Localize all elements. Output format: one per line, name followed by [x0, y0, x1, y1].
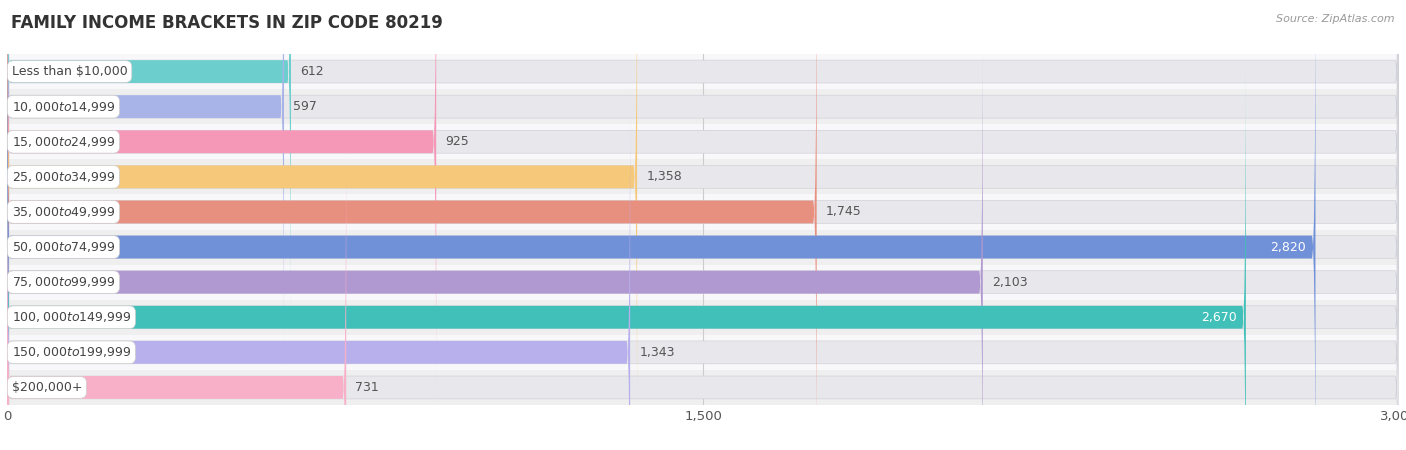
Text: $15,000 to $24,999: $15,000 to $24,999: [11, 135, 115, 149]
Text: $25,000 to $34,999: $25,000 to $34,999: [11, 170, 115, 184]
Text: $35,000 to $49,999: $35,000 to $49,999: [11, 205, 115, 219]
FancyBboxPatch shape: [7, 0, 817, 450]
Bar: [7, 89, 1399, 124]
Bar: [7, 265, 1399, 300]
FancyBboxPatch shape: [7, 0, 1399, 376]
Text: 925: 925: [446, 135, 470, 148]
Text: 731: 731: [356, 381, 380, 394]
Text: FAMILY INCOME BRACKETS IN ZIP CODE 80219: FAMILY INCOME BRACKETS IN ZIP CODE 80219: [11, 14, 443, 32]
FancyBboxPatch shape: [7, 0, 1399, 450]
Text: $10,000 to $14,999: $10,000 to $14,999: [11, 99, 115, 114]
Text: 1,343: 1,343: [640, 346, 675, 359]
Text: $150,000 to $199,999: $150,000 to $199,999: [11, 345, 131, 360]
FancyBboxPatch shape: [7, 48, 1246, 450]
FancyBboxPatch shape: [7, 13, 983, 450]
FancyBboxPatch shape: [7, 83, 1399, 450]
FancyBboxPatch shape: [7, 13, 1399, 450]
Text: Source: ZipAtlas.com: Source: ZipAtlas.com: [1277, 14, 1395, 23]
FancyBboxPatch shape: [7, 118, 1399, 450]
Text: 2,670: 2,670: [1201, 311, 1237, 324]
Text: 1,358: 1,358: [647, 171, 682, 183]
FancyBboxPatch shape: [7, 0, 637, 446]
Bar: [7, 194, 1399, 230]
Bar: [7, 124, 1399, 159]
FancyBboxPatch shape: [7, 83, 630, 450]
FancyBboxPatch shape: [7, 0, 291, 341]
FancyBboxPatch shape: [7, 0, 1399, 446]
Text: $50,000 to $74,999: $50,000 to $74,999: [11, 240, 115, 254]
FancyBboxPatch shape: [7, 0, 284, 376]
FancyBboxPatch shape: [7, 0, 1399, 411]
Bar: [7, 370, 1399, 405]
Text: $200,000+: $200,000+: [11, 381, 82, 394]
Text: $100,000 to $149,999: $100,000 to $149,999: [11, 310, 131, 324]
Bar: [7, 300, 1399, 335]
Text: 612: 612: [301, 65, 323, 78]
Bar: [7, 54, 1399, 89]
Text: 1,745: 1,745: [825, 206, 862, 218]
Text: 2,103: 2,103: [993, 276, 1028, 288]
Text: 597: 597: [294, 100, 318, 113]
Bar: [7, 230, 1399, 265]
FancyBboxPatch shape: [7, 0, 1399, 341]
Text: $75,000 to $99,999: $75,000 to $99,999: [11, 275, 115, 289]
FancyBboxPatch shape: [7, 48, 1399, 450]
FancyBboxPatch shape: [7, 0, 1316, 450]
FancyBboxPatch shape: [7, 0, 436, 411]
Bar: [7, 159, 1399, 194]
Text: 2,820: 2,820: [1271, 241, 1306, 253]
Bar: [7, 335, 1399, 370]
FancyBboxPatch shape: [7, 118, 346, 450]
FancyBboxPatch shape: [7, 0, 1399, 450]
Text: Less than $10,000: Less than $10,000: [11, 65, 128, 78]
